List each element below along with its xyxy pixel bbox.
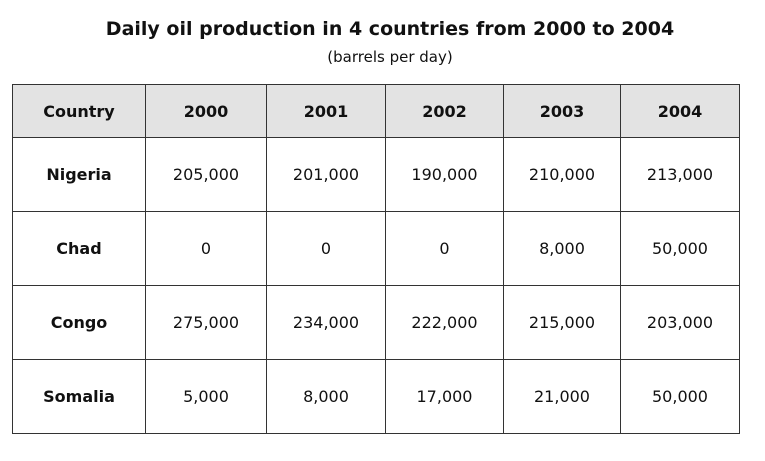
column-header: Country	[12, 84, 146, 138]
table-head: Country 2000 2001 2002 2003 2004	[12, 84, 740, 138]
row-header: Chad	[12, 211, 146, 286]
table-cell: 0	[266, 211, 386, 286]
table-row: Congo 275,000 234,000 222,000 215,000 203,000	[12, 285, 740, 360]
row-header: Congo	[12, 285, 146, 360]
table-cell: 210,000	[503, 137, 621, 212]
table-cell: 50,000	[620, 211, 740, 286]
table-cell: 203,000	[620, 285, 740, 360]
table-cell: 0	[145, 211, 267, 286]
table-cell: 213,000	[620, 137, 740, 212]
table-cell: 0	[385, 211, 504, 286]
title: Daily oil production in 4 countries from…	[105, 18, 675, 40]
table-cell: 190,000	[385, 137, 504, 212]
table-cell: 222,000	[385, 285, 504, 360]
column-header: 2001	[266, 84, 386, 138]
table-cell: 201,000	[266, 137, 386, 212]
header-row: Country 2000 2001 2002 2003 2004	[12, 84, 740, 138]
column-header: 2002	[385, 84, 504, 138]
table-body: Nigeria 205,000 201,000 190,000 210,000 213,0…	[12, 137, 740, 434]
table-row: Somalia 5,000 8,000 17,000 21,000 50,000	[12, 359, 740, 434]
table-cell: 234,000	[266, 285, 386, 360]
row-header: Somalia	[12, 359, 146, 434]
table-cell: 215,000	[503, 285, 621, 360]
table-cell: 50,000	[620, 359, 740, 434]
table-row: Chad 0 0 0 8,000 50,000	[12, 211, 740, 286]
table-cell: 8,000	[266, 359, 386, 434]
column-header: 2004	[620, 84, 740, 138]
column-header: 2003	[503, 84, 621, 138]
table-cell: 17,000	[385, 359, 504, 434]
subtitle: (barrels per day)	[327, 48, 453, 66]
table-row: Nigeria 205,000 201,000 190,000 210,000 213,0…	[12, 137, 740, 212]
table-cell: 205,000	[145, 137, 267, 212]
column-header: 2000	[145, 84, 267, 138]
data-table: Country 2000 2001 2002 2003 2004 Nigeria 205,0…	[12, 84, 740, 434]
table-cell: 21,000	[503, 359, 621, 434]
row-header: Nigeria	[12, 137, 146, 212]
table-cell: 275,000	[145, 285, 267, 360]
table-cell: 8,000	[503, 211, 621, 286]
table-cell: 5,000	[145, 359, 267, 434]
